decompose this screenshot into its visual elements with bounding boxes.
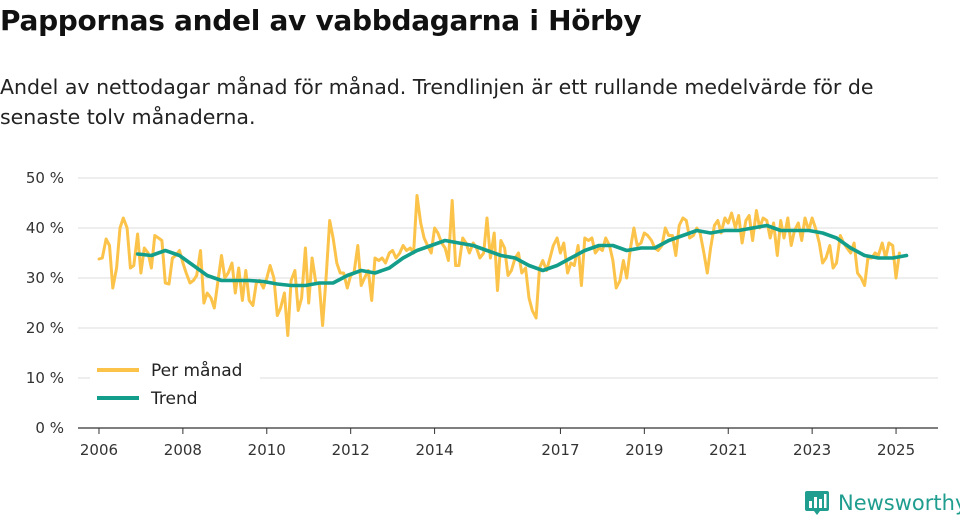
y-tick-label-40: 40 % [26,219,64,237]
newsworthy-bar-chart-icon [805,491,829,515]
series-line-trend [135,223,909,288]
y-tick-label-30: 30 % [26,269,64,287]
legend-label-trend: Trend [150,389,198,409]
x-tick-label-2014: 2014 [415,441,453,459]
x-tick-label-2025: 2025 [877,441,915,459]
chart-subtitle: Andel av nettodagar månad för månad. Tre… [0,75,874,129]
legend-background [90,356,260,414]
y-tick-label-50: 50 % [26,169,64,187]
series-line-per-manad [97,194,901,337]
x-tick-label-2017: 2017 [541,441,579,459]
x-tick-label-2023: 2023 [793,441,831,459]
x-tick-label-2019: 2019 [625,441,663,459]
x-tick-label-2012: 2012 [332,441,370,459]
y-tick-label-20: 20 % [26,319,64,337]
y-tick-label-0: 0 % [35,419,64,437]
brand-name: Newsworthy [838,491,960,515]
y-axis-ticks: 0 % 10 % 20 % 30 % 40 % 50 % [26,169,64,437]
x-tick-label-2010: 2010 [248,441,286,459]
x-axis-ticks: 2006 2008 2010 2012 2014 2017 2019 2021 2023 2025 [80,428,915,459]
legend-label-per-manad: Per månad [151,360,242,381]
legend: Per månad Trend [90,356,260,414]
x-tick-label-2008: 2008 [164,441,202,459]
x-tick-label-2006: 2006 [80,441,118,459]
y-tick-label-10: 10 % [26,369,64,387]
chart-title: Pappornas andel av vabbdagarna i Hörby [0,4,642,37]
newsworthy-logo[interactable]: Newsworthy [804,488,960,518]
x-tick-label-2021: 2021 [709,441,747,459]
series-lines [97,194,909,337]
